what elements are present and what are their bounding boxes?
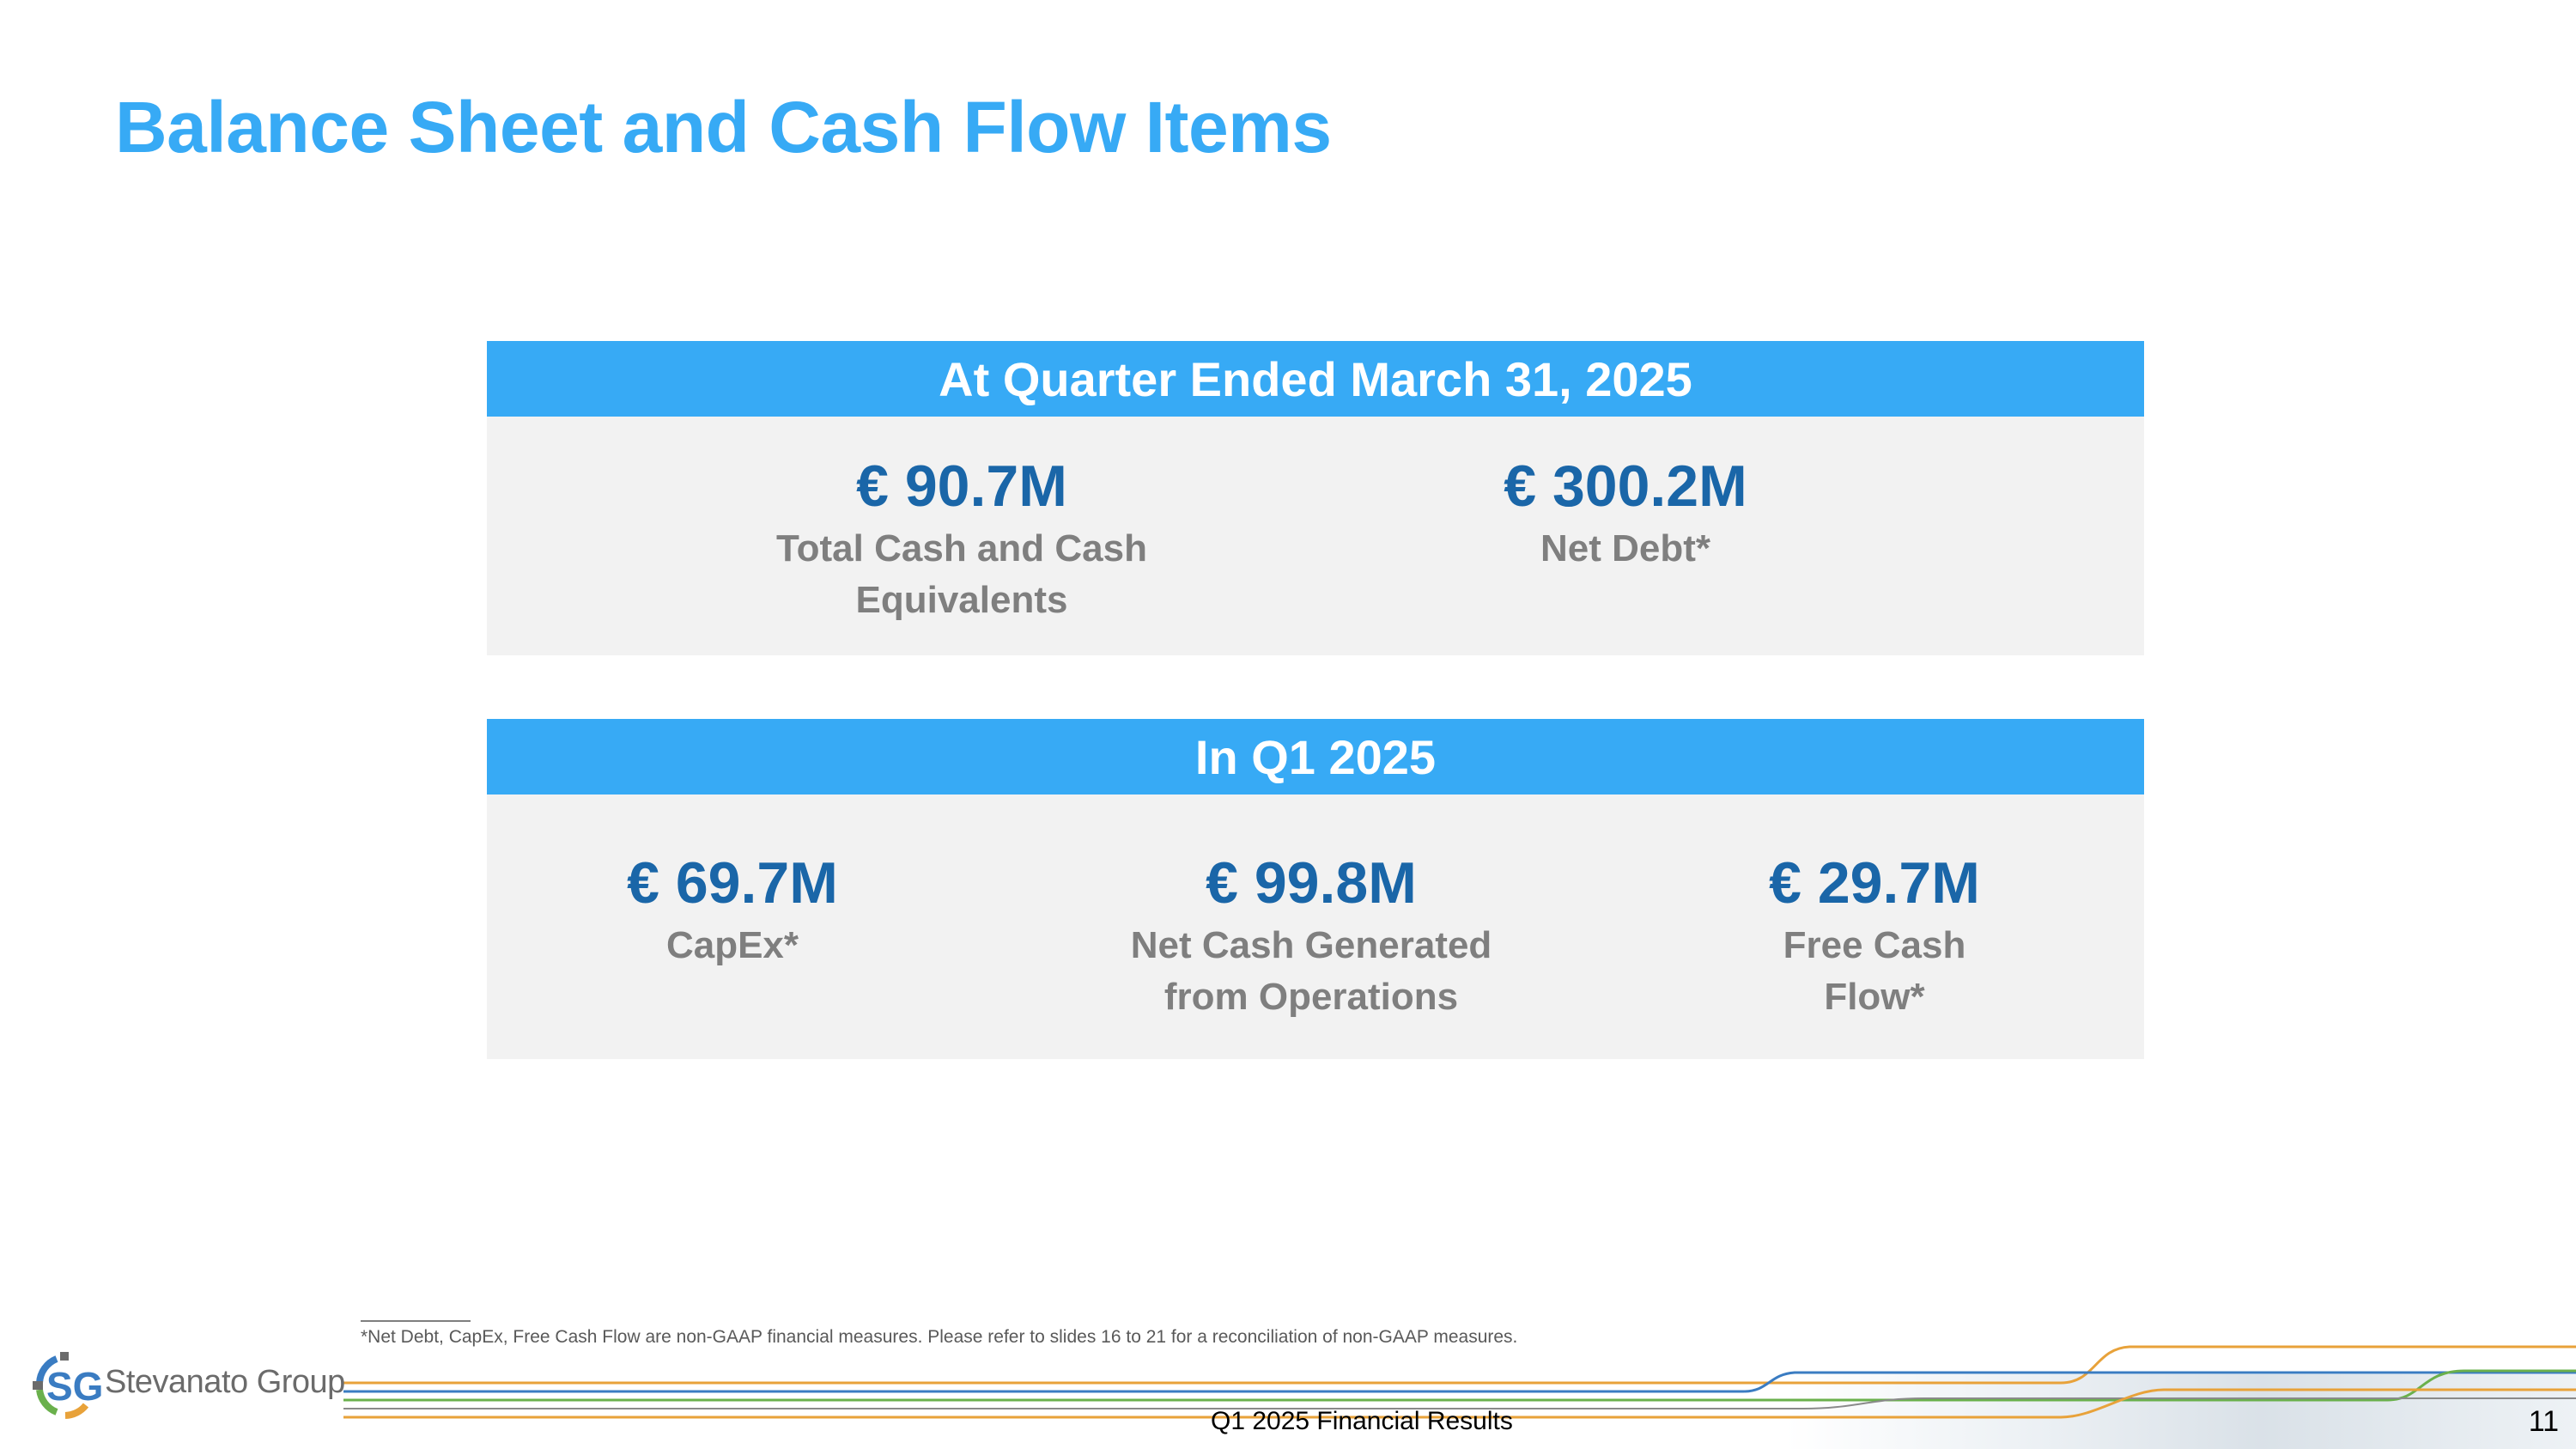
footer-photo: [1786, 1374, 2576, 1449]
quarter-end-panel-body: € 90.7M Total Cash and Cash Equivalents …: [487, 417, 2144, 655]
page-title: Balance Sheet and Cash Flow Items: [115, 87, 1332, 167]
quarter-panel-body: € 69.7M CapEx* € 99.8M Net Cash Generate…: [487, 795, 2144, 1059]
footnote-rule: [361, 1320, 471, 1322]
metric-free-cash-flow: € 29.7M Free Cash Flow*: [1740, 849, 2009, 1023]
metric-value: € 300.2M: [1504, 454, 1747, 519]
logo-mark: SG: [46, 1364, 103, 1409]
metric-net-cash-operations: € 99.8M Net Cash Generated from Operatio…: [1131, 849, 1492, 1023]
metric-value: € 90.7M: [856, 454, 1067, 519]
metric-label-line: CapEx*: [665, 924, 799, 967]
logo-text: Stevanato Group: [105, 1364, 345, 1400]
metric-label-line: Net Debt*: [1540, 527, 1711, 570]
page-number: 11: [2528, 1405, 2559, 1438]
footnote: *Net Debt, CapEx, Free Cash Flow are non…: [361, 1327, 1518, 1347]
quarter-panel-header: In Q1 2025: [487, 719, 2144, 795]
quarter-end-panel: At Quarter Ended March 31, 2025 € 90.7M …: [487, 341, 2144, 655]
metric-label: CapEx*: [627, 920, 838, 971]
metric-label: Net Debt*: [1504, 523, 1747, 575]
metric-label: Total Cash and Cash Equivalents: [776, 523, 1147, 626]
metric-value: € 29.7M: [1769, 850, 1980, 916]
metric-capex: € 69.7M CapEx*: [627, 849, 838, 971]
metric-label: Free Cash Flow*: [1740, 920, 2009, 1023]
quarter-panel: In Q1 2025 € 69.7M CapEx* € 99.8M Net Ca…: [487, 719, 2144, 1059]
metric-label-line: Free Cash Flow*: [1783, 924, 1966, 1019]
stevanato-logo: SG: [33, 1352, 103, 1419]
metric-label: Net Cash Generated from Operations: [1131, 920, 1492, 1023]
metric-label-line: Total Cash and Cash: [776, 527, 1147, 570]
metric-label-line: Net Cash Generated: [1130, 924, 1492, 967]
metric-value: € 99.8M: [1206, 850, 1417, 916]
quarter-end-panel-header: At Quarter Ended March 31, 2025: [487, 341, 2144, 417]
footer-title: Q1 2025 Financial Results: [1211, 1407, 1513, 1435]
metric-label-line: from Operations: [1163, 976, 1459, 1019]
metric-label-line: Equivalents: [855, 579, 1068, 622]
metric-total-cash: € 90.7M Total Cash and Cash Equivalents: [776, 453, 1147, 626]
metric-net-debt: € 300.2M Net Debt*: [1504, 453, 1747, 575]
metric-value: € 69.7M: [627, 850, 838, 916]
footer-lines: [343, 1345, 2576, 1419]
